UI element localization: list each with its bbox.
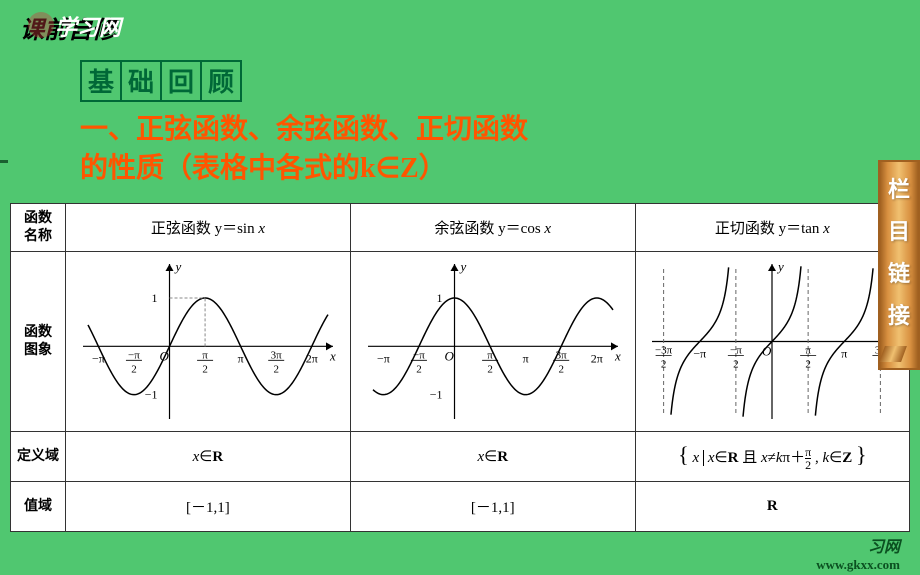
svg-text:2: 2 xyxy=(131,364,137,376)
svg-text:O: O xyxy=(159,349,169,364)
table-container: 函数名称 正弦函数 y＝sin x 余弦函数 y＝cos x 正切函数 y＝ta… xyxy=(0,203,920,532)
sidebar-char: 链 xyxy=(880,256,918,288)
section-title-line2: 的性质（表格中各式的k∈Z） xyxy=(80,153,447,184)
section-title-line1: 一、正弦函数、余弦函数、正切函数 xyxy=(80,114,528,145)
basics-char: 基 xyxy=(80,60,122,102)
row-header-range: 值域 xyxy=(11,482,66,532)
domain-cos: x∈R xyxy=(350,432,635,482)
svg-text:2π: 2π xyxy=(590,352,602,366)
svg-text:1: 1 xyxy=(436,291,442,305)
svg-text:π: π xyxy=(806,345,812,357)
row-header-name: 函数名称 xyxy=(11,204,66,252)
sidebar-char: 栏 xyxy=(880,172,918,204)
section-title: 一、正弦函数、余弦函数、正切函数 的性质（表格中各式的k∈Z） xyxy=(80,110,840,188)
svg-text:−1: −1 xyxy=(145,388,158,402)
col-header-tan: 正切函数 y＝tan x xyxy=(635,204,909,252)
svg-text:−3π: −3π xyxy=(655,345,673,357)
svg-text:2: 2 xyxy=(558,364,564,376)
svg-text:π: π xyxy=(487,350,493,362)
svg-text:x: x xyxy=(329,349,336,364)
svg-text:y: y xyxy=(458,259,466,274)
svg-text:−π: −π xyxy=(377,352,390,366)
basics-char: 回 xyxy=(160,60,202,102)
pre-study-title: 课前自修 xyxy=(20,10,900,45)
table-row: 函数名称 正弦函数 y＝sin x 余弦函数 y＝cos x 正切函数 y＝ta… xyxy=(11,204,910,252)
sidebar-char: 接 xyxy=(880,298,918,330)
table-row: 函数图象 xy1−1−π−π2Oπ2π3π22π xy1−1−π−π2Oπ2π3… xyxy=(11,252,910,432)
basics-char: 础 xyxy=(120,60,162,102)
svg-text:π: π xyxy=(522,352,528,366)
svg-text:2: 2 xyxy=(273,364,279,376)
ribbon-icon xyxy=(879,346,907,362)
svg-text:2: 2 xyxy=(661,359,667,371)
svg-text:3π: 3π xyxy=(271,350,283,362)
range-sin: [－1,1] xyxy=(66,482,351,532)
accent-line xyxy=(0,160,8,163)
footer: 习网 www.gkxx.com xyxy=(816,533,900,573)
footer-url: www.gkxx.com xyxy=(816,557,900,573)
svg-text:2: 2 xyxy=(416,364,422,376)
range-cos: [－1,1] xyxy=(350,482,635,532)
svg-text:2: 2 xyxy=(806,359,812,371)
sidebar-char: 目 xyxy=(880,214,918,246)
svg-text:−π: −π xyxy=(694,347,707,361)
sidebar-nav[interactable]: 栏目链接 xyxy=(878,160,920,370)
svg-text:−π: −π xyxy=(413,350,425,362)
basics-boxes: 基础回顾 xyxy=(80,60,900,102)
col-header-cos: 余弦函数 y＝cos x xyxy=(350,204,635,252)
header-section: 学习网 课前自修 基础回顾 一、正弦函数、余弦函数、正切函数 的性质（表格中各式… xyxy=(0,0,920,188)
basics-char: 顾 xyxy=(200,60,242,102)
range-tan: R xyxy=(635,482,909,532)
svg-text:x: x xyxy=(614,349,621,364)
logo-text: 学习网 xyxy=(55,10,121,42)
col-header-sin: 正弦函数 y＝sin x xyxy=(66,204,351,252)
footer-cn: 习网 xyxy=(816,533,900,557)
table-row: 值域 [－1,1] [－1,1] R xyxy=(11,482,910,532)
svg-text:2: 2 xyxy=(487,364,493,376)
graph-cell-tan: xy−3π2−π−π2Oπ2π3π2 xyxy=(635,252,909,432)
svg-text:y: y xyxy=(173,259,181,274)
trig-table: 函数名称 正弦函数 y＝sin x 余弦函数 y＝cos x 正切函数 y＝ta… xyxy=(10,203,910,532)
svg-text:2: 2 xyxy=(202,364,208,376)
svg-text:1: 1 xyxy=(151,291,157,305)
graph-cell-cos: xy1−1−π−π2Oπ2π3π22π xyxy=(350,252,635,432)
svg-text:−π: −π xyxy=(730,345,742,357)
graph-cell-sin: xy1−1−π−π2Oπ2π3π22π xyxy=(66,252,351,432)
svg-text:y: y xyxy=(776,259,784,274)
logo-circle-icon xyxy=(28,12,54,38)
svg-text:O: O xyxy=(762,344,772,359)
domain-tan: { x x∈R 且 x≠kπ＋π2 , k∈Z } xyxy=(635,432,909,482)
row-header-domain: 定义域 xyxy=(11,432,66,482)
svg-text:π: π xyxy=(202,350,208,362)
svg-text:2π: 2π xyxy=(306,352,318,366)
svg-text:π: π xyxy=(238,352,244,366)
svg-text:−π: −π xyxy=(128,350,140,362)
svg-text:π: π xyxy=(842,347,848,361)
svg-text:3π: 3π xyxy=(555,350,567,362)
domain-sin: x∈R xyxy=(66,432,351,482)
row-header-graph: 函数图象 xyxy=(11,252,66,432)
table-row: 定义域 x∈R x∈R { x x∈R 且 x≠kπ＋π2 , k∈Z } xyxy=(11,432,910,482)
svg-text:−1: −1 xyxy=(429,388,442,402)
svg-text:O: O xyxy=(444,349,454,364)
svg-text:2: 2 xyxy=(733,359,739,371)
svg-text:−π: −π xyxy=(92,352,105,366)
